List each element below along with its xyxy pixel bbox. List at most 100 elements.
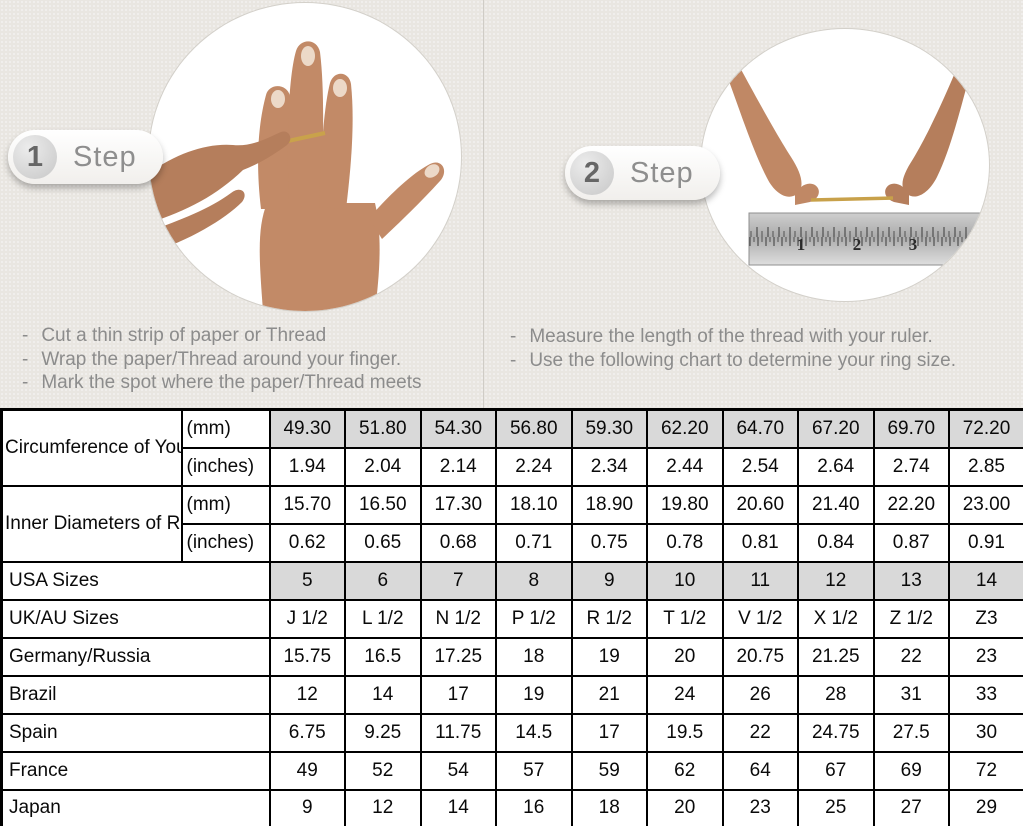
size-value-cell: 0.78 [646, 522, 724, 563]
size-value-cell: 0.91 [948, 522, 1023, 563]
instruction-item: Mark the spot where the paper/Thread mee… [22, 371, 492, 395]
step-1-badge: 1 Step [8, 130, 163, 184]
size-value-cell: 16 [495, 788, 573, 826]
size-value-cell: 31 [872, 674, 950, 715]
size-value-cell: 18.90 [570, 484, 648, 525]
row-label: Spain [0, 712, 271, 753]
size-value-cell: X 1/2 [797, 598, 875, 639]
size-value-cell: N 1/2 [419, 598, 497, 639]
size-value-cell: 2.14 [419, 446, 497, 487]
size-value-cell: 21.25 [797, 636, 875, 677]
size-value-cell: 2.54 [721, 446, 799, 487]
size-value-cell: 26 [721, 674, 799, 715]
size-value-cell: 30 [948, 712, 1023, 753]
table-row: Germany/Russia 15.75 16.5 17.25 18 19 20 20.75 2… [0, 636, 1023, 677]
row-label: Japan [0, 788, 271, 826]
size-value-cell: 2.34 [570, 446, 648, 487]
size-value-cell: 20 [646, 636, 724, 677]
size-value-cell: 12 [268, 674, 346, 715]
size-value-cell: 29 [948, 788, 1023, 826]
table-row: Circumference of Your Finger(mm)49.3051.… [0, 408, 1023, 487]
size-value-cell: 49 [268, 750, 346, 791]
size-value-cell: 19 [570, 636, 648, 677]
table-row: France 49 52 54 57 59 62 64 67 69 72 [0, 750, 1023, 791]
size-value-cell: 69 [872, 750, 950, 791]
size-value-cell: 0.84 [797, 522, 875, 563]
size-value-cell: 13 [872, 560, 950, 601]
size-value-cell: 12 [344, 788, 422, 826]
size-value-cell: 2.44 [646, 446, 724, 487]
size-value-cell: 0.81 [721, 522, 799, 563]
step-2-instructions: Measure the length of the thread with yo… [510, 325, 1020, 372]
size-value-cell: P 1/2 [495, 598, 573, 639]
size-value-cell: 25 [797, 788, 875, 826]
size-value-cell: 14 [419, 788, 497, 826]
size-value-cell: 20 [646, 788, 724, 826]
size-value-cell: 18 [495, 636, 573, 677]
size-value-cell: Z 1/2 [872, 598, 950, 639]
size-value-cell: 19.5 [646, 712, 724, 753]
size-value-cell: 0.71 [495, 522, 573, 563]
ruler-numbers: 1 2 3 [797, 235, 918, 254]
size-value-cell: 23 [721, 788, 799, 826]
step-1-instructions: Cut a thin strip of paper or ThreadWrap … [22, 324, 492, 395]
step-1-number: 1 [13, 135, 57, 179]
row-label: Brazil [0, 674, 271, 715]
table-row: Inner Diameters of Rings(mm)15.7016.5017… [0, 484, 1023, 563]
size-value-cell: 49.30 [268, 408, 346, 449]
size-value-cell: 11.75 [419, 712, 497, 753]
size-value-cell: 28 [797, 674, 875, 715]
size-value-cell: 64 [721, 750, 799, 791]
size-value-cell: 10 [646, 560, 724, 601]
unit-label: (mm) [180, 408, 271, 449]
size-value-cell: 21 [570, 674, 648, 715]
row-label: France [0, 750, 271, 791]
size-value-cell: 20.75 [721, 636, 799, 677]
row-label: Germany/Russia [0, 636, 271, 677]
size-value-cell: V 1/2 [721, 598, 799, 639]
table-row: Japan 9 12 14 16 18 20 23 25 27 29 [0, 788, 1023, 826]
size-value-cell: 72 [948, 750, 1023, 791]
size-value-cell: T 1/2 [646, 598, 724, 639]
size-value-cell: 14 [948, 560, 1023, 601]
size-value-cell: 57 [495, 750, 573, 791]
instruction-item: Cut a thin strip of paper or Thread [22, 324, 492, 348]
size-value-cell: 18.10 [495, 484, 573, 525]
table-row: Brazil 12 14 17 19 21 24 26 28 31 33 [0, 674, 1023, 715]
step-1-photo [148, 2, 462, 312]
size-value-cell: 2.74 [872, 446, 950, 487]
row-label: USA Sizes [0, 560, 271, 601]
size-value-cell: 14.5 [495, 712, 573, 753]
size-value-cell: 17.25 [419, 636, 497, 677]
size-value-cell: 0.65 [344, 522, 422, 563]
unit-label: (inches) [180, 522, 271, 563]
size-value-cell: 2.24 [495, 446, 573, 487]
size-value-cell: 72.20 [948, 408, 1023, 449]
size-value-cell: 7 [419, 560, 497, 601]
panel-divider [483, 0, 484, 408]
size-value-cell: 17.30 [419, 484, 497, 525]
unit-label: (mm) [180, 484, 271, 525]
size-value-cell: 27 [872, 788, 950, 826]
size-value-cell: 16.5 [344, 636, 422, 677]
size-value-cell: 2.85 [948, 446, 1023, 487]
ruler-number: 2 [853, 235, 862, 254]
size-value-cell: 9 [268, 788, 346, 826]
gold-thread [287, 131, 326, 143]
size-value-cell: R 1/2 [570, 598, 648, 639]
size-value-cell: 22 [721, 712, 799, 753]
ring-size-table: Circumference of Your Finger(mm)49.3051.… [0, 408, 1023, 826]
size-value-cell: 24 [646, 674, 724, 715]
step-1-label: Step [73, 140, 137, 173]
size-value-cell: 59 [570, 750, 648, 791]
size-value-cell: 69.70 [872, 408, 950, 449]
step-2-photo: 1 2 3 [700, 28, 990, 302]
size-value-cell: 9 [570, 560, 648, 601]
table-row: Spain 6.75 9.25 11.75 14.5 17 19.5 22 24.75 27.5 3… [0, 712, 1023, 753]
ruler-number: 1 [797, 235, 806, 254]
size-value-cell: 6 [344, 560, 422, 601]
size-value-cell: 33 [948, 674, 1023, 715]
size-value-cell: 2.04 [344, 446, 422, 487]
size-value-cell: 23 [948, 636, 1023, 677]
size-value-cell: 20.60 [721, 484, 799, 525]
